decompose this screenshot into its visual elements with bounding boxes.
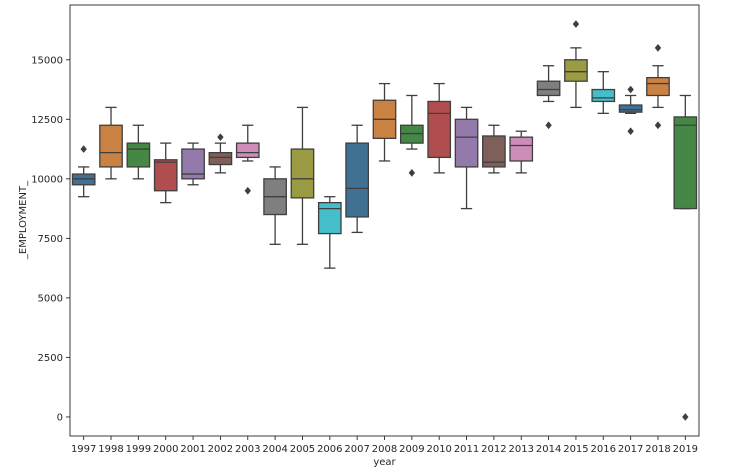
box-group-2015 bbox=[564, 20, 588, 109]
box-group-2002 bbox=[208, 133, 233, 174]
x-tick-label: 2015 bbox=[563, 444, 588, 455]
iqr-box bbox=[345, 142, 370, 218]
x-tick-label: 2017 bbox=[618, 444, 643, 455]
box-group-2005 bbox=[290, 106, 315, 245]
x-tick-label: 2011 bbox=[454, 444, 479, 455]
iqr-box bbox=[208, 151, 233, 166]
iqr-box bbox=[482, 135, 506, 168]
box-group-1997 bbox=[71, 145, 96, 198]
plot-frame bbox=[69, 4, 700, 437]
outlier-point bbox=[545, 121, 552, 130]
x-tick-label: 2003 bbox=[235, 444, 260, 455]
iqr-box bbox=[618, 104, 643, 113]
iqr-box bbox=[673, 116, 698, 210]
x-tick-label: 2008 bbox=[372, 444, 397, 455]
y-axis-title: _EMPLOYMENT_ bbox=[18, 180, 29, 260]
x-tick-label: 1999 bbox=[126, 444, 151, 455]
iqr-box bbox=[427, 100, 452, 159]
outlier-point bbox=[80, 145, 87, 153]
outlier-point bbox=[408, 169, 416, 177]
x-tick-label: 2019 bbox=[673, 444, 698, 455]
x-tick-label: 2009 bbox=[399, 444, 424, 455]
box-group-2000 bbox=[153, 142, 178, 204]
box-group-2006 bbox=[317, 196, 342, 269]
x-tick-label: 2014 bbox=[536, 444, 561, 455]
box-group-2018 bbox=[646, 44, 670, 130]
iqr-box bbox=[153, 159, 178, 192]
y-tick-label: 5000 bbox=[38, 293, 63, 304]
box-group-2014 bbox=[536, 65, 561, 130]
iqr-box bbox=[646, 76, 670, 97]
box-group-2017 bbox=[618, 85, 643, 136]
outlier-point bbox=[627, 127, 634, 136]
y-tick-label: 2500 bbox=[38, 353, 63, 364]
outlier-point bbox=[654, 121, 662, 130]
iqr-box bbox=[454, 118, 479, 168]
iqr-box bbox=[509, 136, 534, 162]
x-tick-label: 1998 bbox=[98, 444, 123, 455]
outlier-point bbox=[654, 44, 662, 52]
iqr-box bbox=[564, 59, 588, 82]
x-tick-label: 2010 bbox=[426, 444, 451, 455]
box-group-2001 bbox=[181, 142, 205, 186]
outlier-point bbox=[244, 186, 251, 195]
iqr-box bbox=[591, 88, 616, 103]
iqr-box bbox=[181, 148, 205, 180]
iqr-box bbox=[99, 124, 123, 168]
x-tick-label: 2002 bbox=[208, 444, 233, 455]
box-group-2003 bbox=[235, 124, 260, 195]
iqr-box bbox=[317, 201, 342, 235]
y-tick-label: 0 bbox=[57, 412, 63, 423]
outlier-point bbox=[627, 85, 634, 94]
box-group-2007 bbox=[345, 124, 370, 234]
x-tick-label: 1997 bbox=[71, 444, 96, 455]
x-axis: 1997 1998 1999 2000 2001 2002 2003 2004 2005 2006… bbox=[71, 436, 698, 455]
box-group-1999 bbox=[126, 124, 151, 180]
box-group-2009 bbox=[399, 94, 424, 177]
x-tick-label: 2007 bbox=[344, 444, 369, 455]
iqr-box bbox=[235, 142, 260, 159]
boxes-layer bbox=[71, 20, 698, 421]
box-group-2008 bbox=[372, 82, 397, 162]
x-tick-label: 2006 bbox=[317, 444, 342, 455]
box-group-2019 bbox=[673, 94, 698, 421]
x-axis-title: year bbox=[373, 457, 396, 468]
box-group-2004 bbox=[263, 166, 287, 245]
box-group-2012 bbox=[482, 124, 506, 174]
y-tick-label: 7500 bbox=[38, 234, 63, 245]
x-tick-label: 2001 bbox=[180, 444, 205, 455]
y-axis: 0 2500 5000 7500 10000 12500 15000 bbox=[31, 55, 70, 423]
x-tick-label: 2000 bbox=[153, 444, 178, 455]
outlier-point bbox=[217, 133, 224, 141]
x-tick-label: 2012 bbox=[481, 444, 506, 455]
x-tick-label: 2018 bbox=[645, 444, 670, 455]
y-tick-label: 10000 bbox=[31, 174, 63, 185]
box-group-2011 bbox=[454, 106, 479, 210]
x-tick-label: 2005 bbox=[290, 444, 315, 455]
box-group-2010 bbox=[427, 82, 452, 174]
box-group-2016 bbox=[591, 71, 616, 114]
box-group-1998 bbox=[99, 106, 123, 180]
y-tick-label: 12500 bbox=[31, 115, 63, 126]
outlier-point bbox=[682, 413, 689, 421]
x-tick-label: 2016 bbox=[591, 444, 616, 455]
x-tick-label: 2004 bbox=[262, 444, 287, 455]
x-tick-label: 2013 bbox=[509, 444, 534, 455]
iqr-box bbox=[126, 142, 151, 168]
iqr-box bbox=[290, 148, 315, 199]
outlier-point bbox=[572, 20, 580, 28]
box-group-2013 bbox=[509, 130, 534, 174]
y-tick-label: 15000 bbox=[31, 55, 63, 66]
iqr-box bbox=[536, 80, 561, 97]
